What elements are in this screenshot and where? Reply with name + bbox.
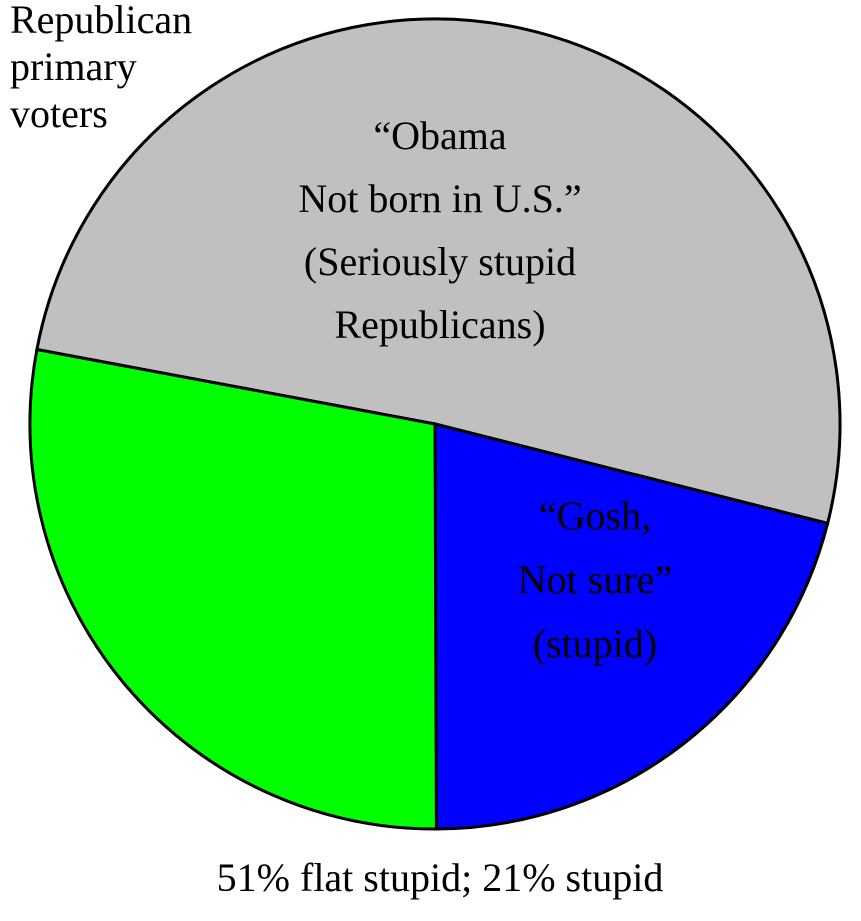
slice-label: (Seriously stupid	[304, 239, 576, 284]
chart-title: Republican	[10, 0, 192, 42]
chart-title: primary	[10, 44, 137, 89]
slice-label: “Obama	[373, 113, 507, 158]
chart-title: voters	[10, 91, 108, 136]
pie-slice	[433, 422, 830, 831]
slice-label: Not born in U.S.”	[298, 176, 581, 221]
slice-label: (stupid)	[533, 621, 657, 666]
pie-slice	[28, 347, 438, 831]
slice-label: Republicans)	[334, 302, 545, 347]
slice-label: Not sure”	[518, 557, 672, 602]
caption: 51% flat stupid; 21% stupid	[217, 855, 664, 900]
pie-slice	[35, 17, 842, 526]
slice-label: “Gosh,	[539, 493, 651, 538]
